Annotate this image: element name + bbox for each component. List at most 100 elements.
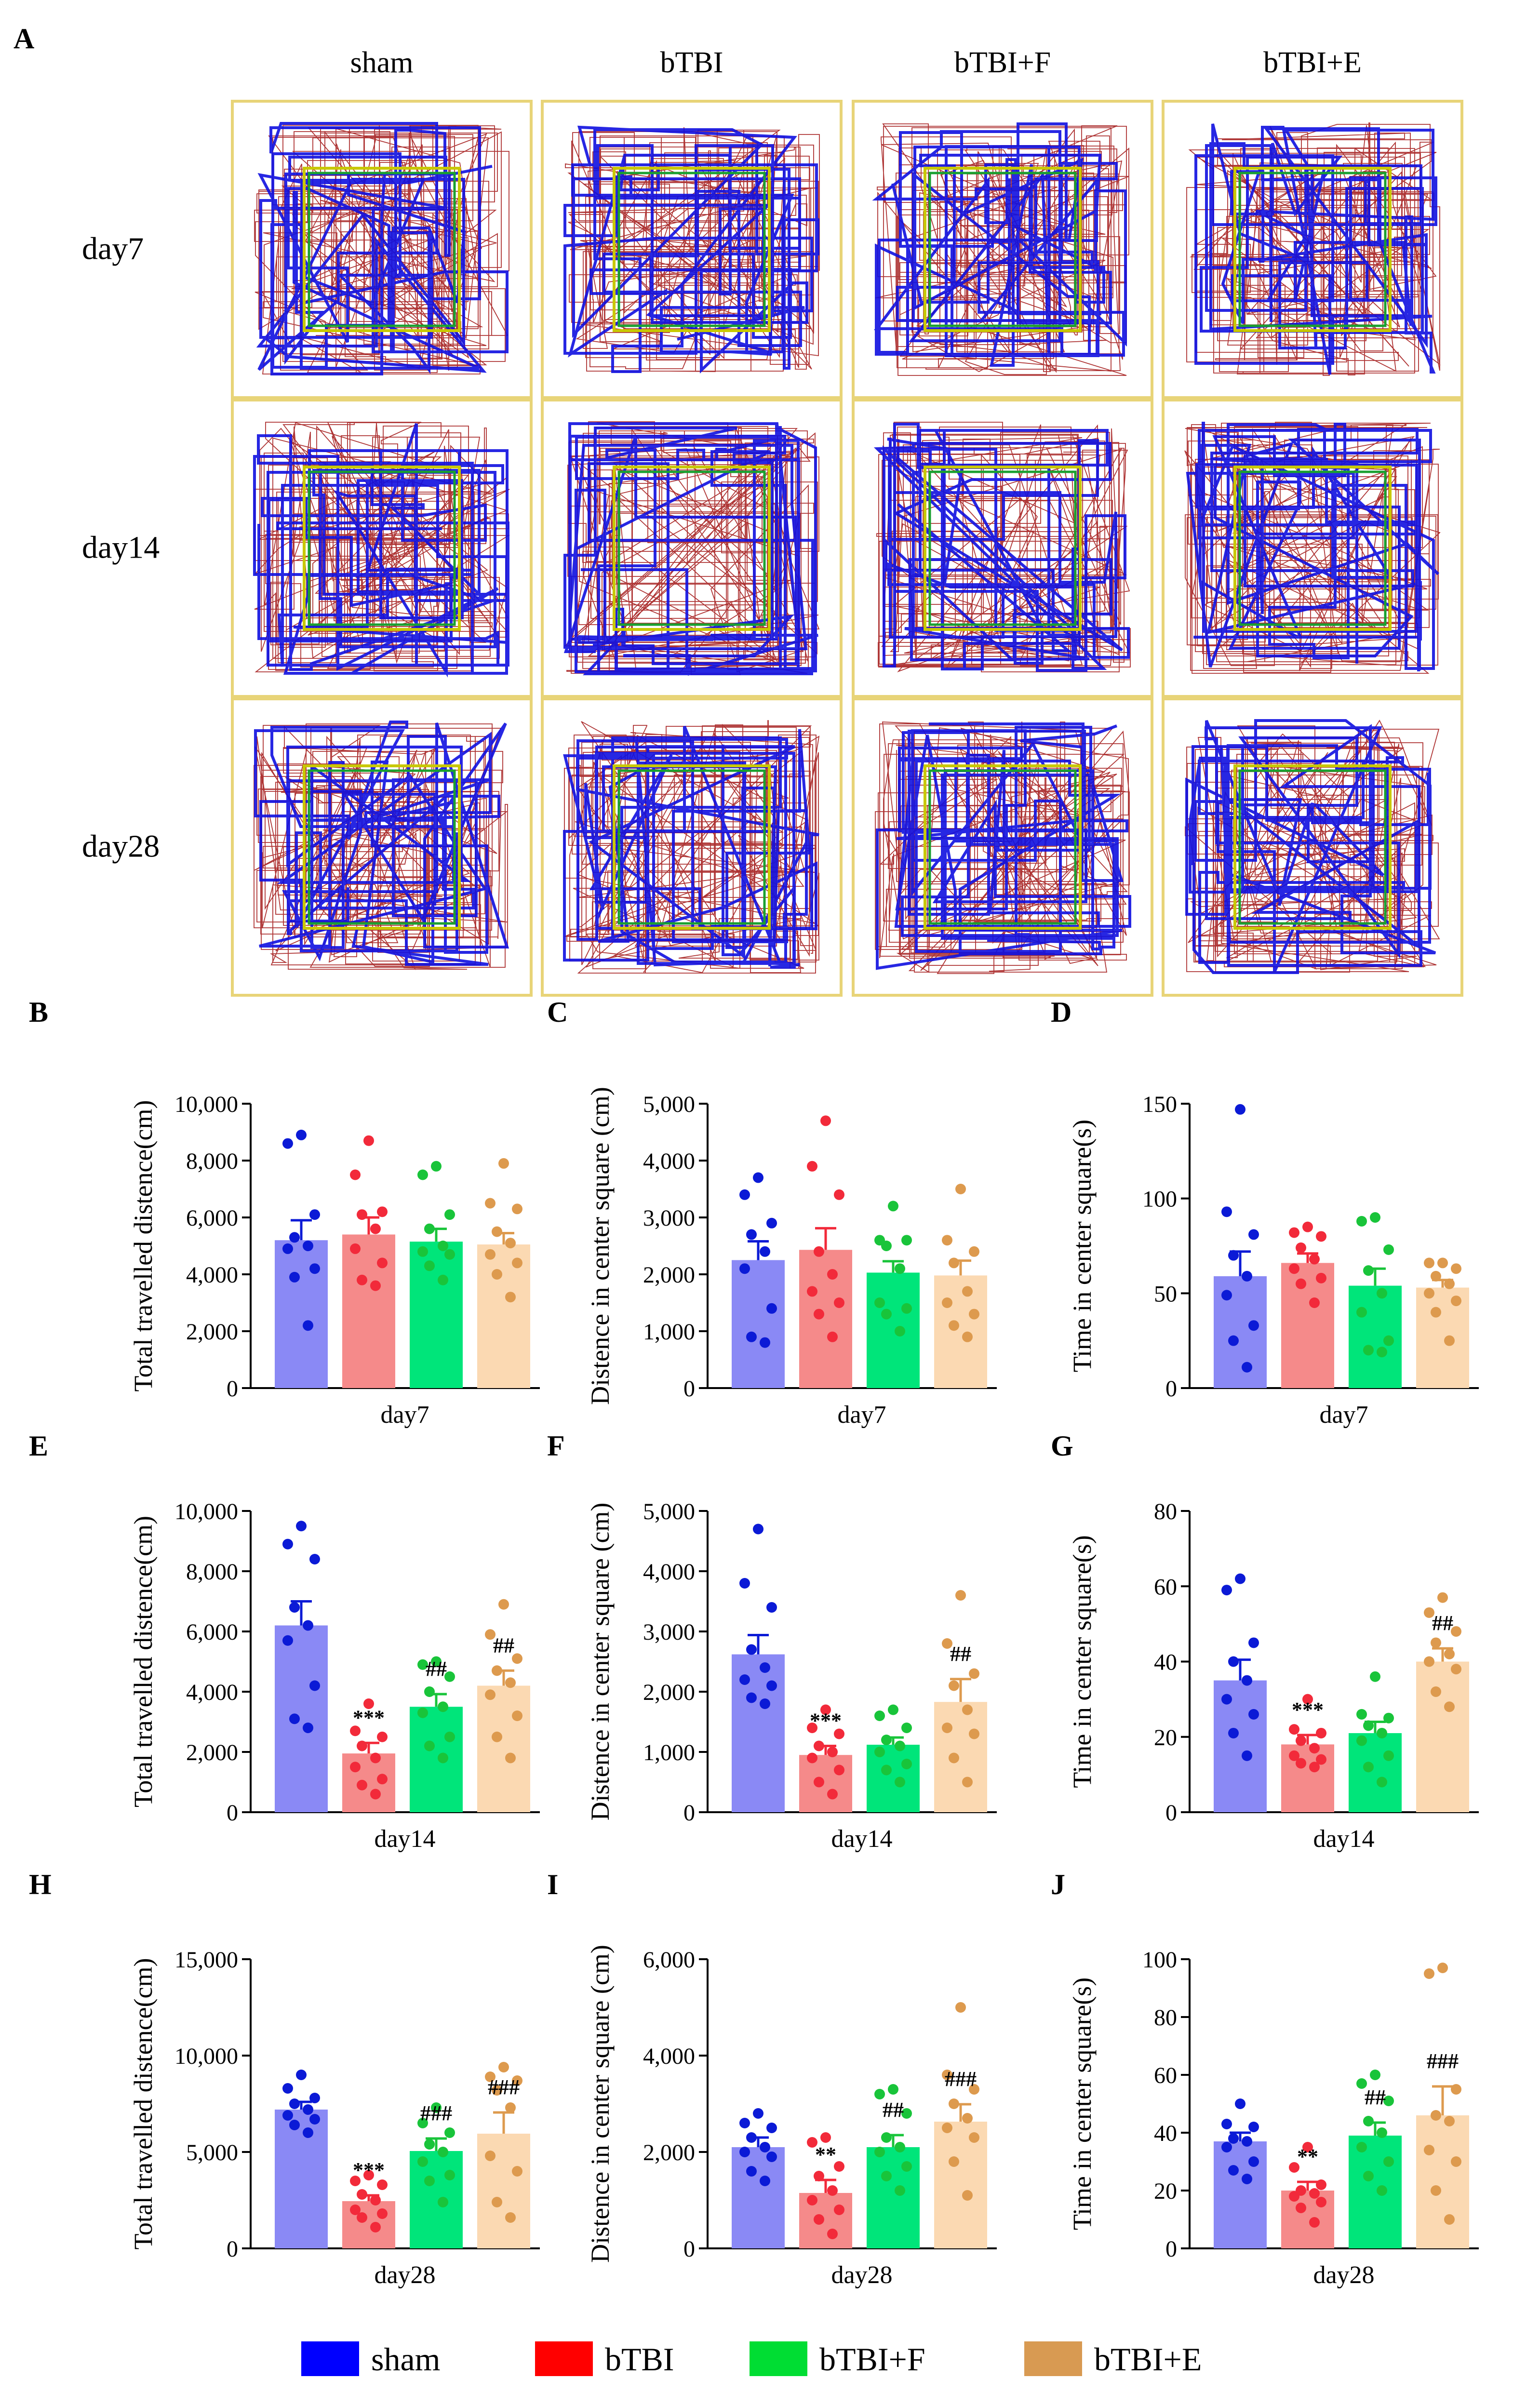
- data-point: [1383, 2156, 1394, 2167]
- data-point: [760, 1698, 770, 1709]
- data-point: [739, 1578, 750, 1589]
- bar-btbi: [342, 1234, 395, 1388]
- data-point: [881, 1764, 892, 1776]
- y-tick-label: 2,000: [186, 1740, 238, 1765]
- data-point: [949, 1257, 959, 1269]
- y-axis-label: Total travelled distence(cm): [129, 1100, 158, 1392]
- data-point: [1235, 2098, 1245, 2109]
- bar-btbi-plus-e: [1416, 2115, 1469, 2248]
- chart-B: B 0 2,000 4,000 6,000 8,000 10,000 day7 Total tr…: [29, 996, 540, 1429]
- data-point: [370, 1789, 381, 1800]
- y-tick-label: 20: [1154, 1725, 1177, 1751]
- data-point: [901, 2161, 912, 2172]
- data-point: [1316, 1272, 1326, 1283]
- data-point: [350, 1762, 361, 1773]
- track-blue: [256, 122, 509, 375]
- data-point: [377, 2208, 388, 2219]
- data-point: [417, 1707, 428, 1718]
- data-point: [424, 1686, 435, 1697]
- data-point: [1383, 2096, 1394, 2106]
- bar-btbi-plus-e: [477, 1244, 530, 1388]
- data-point: [377, 1206, 388, 1217]
- data-point: [1370, 2070, 1380, 2080]
- data-point: [377, 2179, 388, 2190]
- data-point: [942, 1638, 952, 1649]
- y-tick-label: 60: [1154, 2063, 1177, 2088]
- data-point: [1296, 1758, 1306, 1769]
- data-point: [357, 2212, 367, 2223]
- data-point: [962, 1704, 973, 1715]
- data-point: [417, 1169, 428, 1180]
- y-tick-label: 2,000: [643, 1680, 695, 1705]
- data-point: [760, 1662, 770, 1673]
- y-tick-label: 4,000: [186, 1680, 238, 1705]
- data-point: [766, 2123, 777, 2133]
- significance-mark: ***: [810, 1709, 842, 1733]
- data-point: [881, 1241, 892, 1251]
- column-header-btbi: bTBI: [660, 46, 723, 79]
- data-point: [807, 1161, 817, 1172]
- data-point: [739, 2147, 750, 2157]
- column-header-sham: sham: [350, 46, 414, 79]
- track-blue: [1186, 422, 1440, 671]
- bar-btbi-plus-e: [477, 1685, 530, 1812]
- y-tick-label: 5,000: [643, 1092, 695, 1117]
- data-point: [969, 2132, 979, 2143]
- trajectory-plot-btbi-plus-e-day14: [1162, 399, 1463, 698]
- data-point: [350, 2205, 361, 2215]
- track-blue: [1185, 719, 1436, 974]
- data-point: [417, 2118, 428, 2128]
- data-point: [492, 1226, 502, 1237]
- bar-btbi-plus-f: [410, 1242, 463, 1388]
- data-point: [309, 1263, 320, 1274]
- significance-mark: ##: [493, 1633, 514, 1657]
- data-point: [746, 2166, 757, 2177]
- data-point: [955, 2002, 966, 2013]
- data-point: [1242, 1362, 1252, 1373]
- data-point: [438, 1274, 448, 1285]
- data-point: [296, 1129, 307, 1140]
- data-point: [289, 1602, 300, 1613]
- panel-label: G: [1051, 1430, 1073, 1462]
- data-point: [485, 1249, 495, 1260]
- data-point: [753, 1172, 763, 1183]
- significance-mark: ##: [950, 1642, 971, 1666]
- y-tick-label: 3,000: [643, 1205, 695, 1231]
- data-point: [895, 2185, 905, 2196]
- data-point: [881, 2132, 892, 2143]
- data-point: [512, 1653, 522, 1664]
- data-point: [766, 1217, 777, 1229]
- center-zone-outer: [924, 466, 1082, 631]
- data-point: [962, 1777, 973, 1788]
- row-label-day28: day28: [82, 829, 160, 864]
- data-point: [807, 2137, 817, 2148]
- data-point: [444, 2170, 455, 2180]
- significance-mark: ##: [426, 1657, 447, 1681]
- y-axis-label: Total travelled distence(cm): [129, 1516, 158, 1807]
- legend-item-sham: sham: [301, 2341, 441, 2378]
- data-point: [746, 1331, 757, 1342]
- center-zone-inner: [928, 470, 1077, 626]
- bar-sham: [732, 1654, 785, 1812]
- center-zone-inner: [1238, 172, 1387, 327]
- chart-G: G 0 20 40 60 80 *** ## day14 Time in center squar…: [1051, 1430, 1479, 1853]
- data-point: [303, 1723, 313, 1733]
- data-point: [498, 1599, 509, 1610]
- data-point: [505, 1238, 516, 1249]
- data-point: [370, 2195, 381, 2205]
- data-point: [1377, 1777, 1387, 1788]
- bar-btbi: [342, 1753, 395, 1812]
- y-tick-label: 6,000: [186, 1619, 238, 1645]
- data-point: [1221, 1290, 1232, 1301]
- data-point: [1363, 2116, 1374, 2126]
- data-point: [942, 2123, 952, 2133]
- data-point: [1431, 1307, 1441, 1318]
- data-point: [363, 2170, 374, 2180]
- y-tick-label: 2,000: [643, 1262, 695, 1288]
- data-point: [1242, 1270, 1252, 1282]
- data-point: [417, 2156, 428, 2167]
- data-point: [895, 2142, 905, 2152]
- panel-label: J: [1051, 1869, 1065, 1900]
